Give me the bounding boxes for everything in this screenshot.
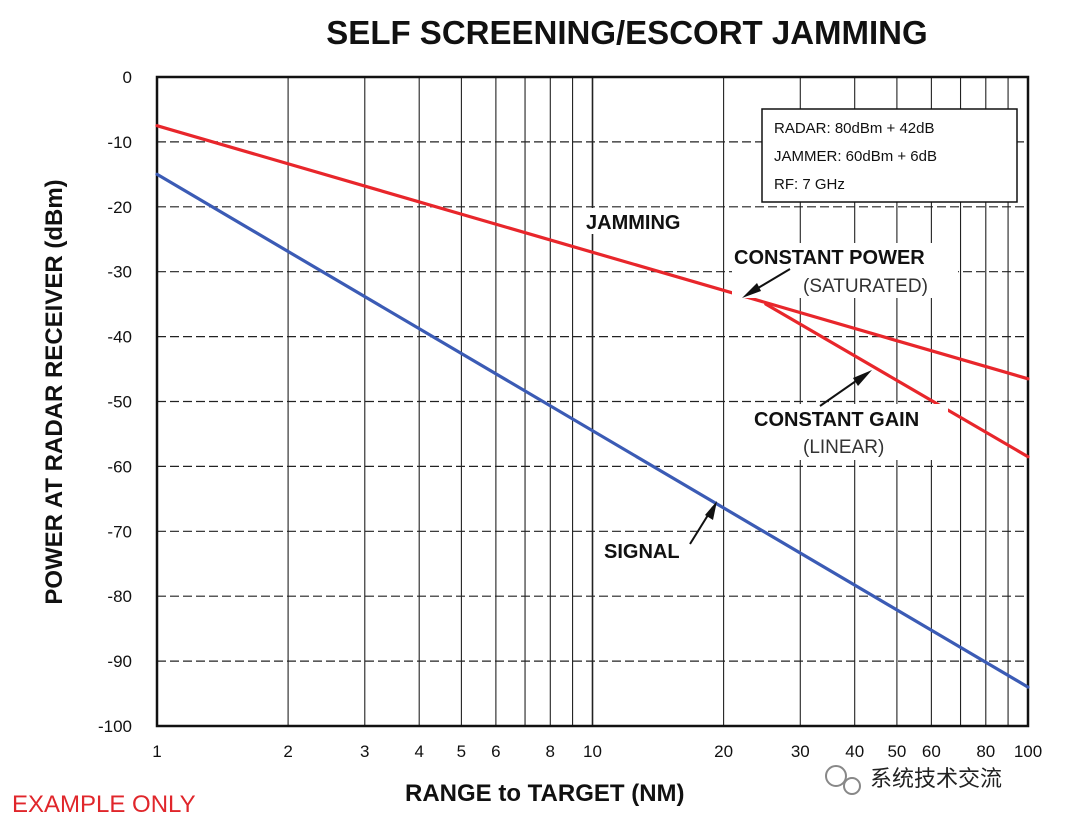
annotation-linear: (LINEAR) <box>803 437 884 458</box>
y-tick-label: -60 <box>107 457 132 476</box>
y-tick-label: -100 <box>98 717 132 736</box>
y-tick-labels: 0 -10 -20 -30 -40 -50 -60 -70 -80 -90 -100 <box>98 68 132 736</box>
x-tick-label: 1 <box>152 742 161 761</box>
y-tick-label: -10 <box>107 133 132 152</box>
x-tick-label: 3 <box>360 742 369 761</box>
arrow-constant-power-head <box>742 283 761 298</box>
y-tick-label: -50 <box>107 393 132 412</box>
y-tick-label: -20 <box>107 198 132 217</box>
y-tick-label: 0 <box>123 68 132 87</box>
x-tick-label: 80 <box>976 742 995 761</box>
y-tick-label: -40 <box>107 328 132 347</box>
y-tick-label: -80 <box>107 587 132 606</box>
example-only-label: EXAMPLE ONLY <box>12 791 196 818</box>
arrow-signal-head <box>705 501 717 520</box>
signal-label-bg <box>602 538 694 564</box>
chart-title: SELF SCREENING/ESCORT JAMMING <box>326 14 927 51</box>
x-tick-labels: 1 2 3 4 5 6 8 10 20 30 40 50 60 80 100 <box>152 742 1042 761</box>
x-tick-label: 30 <box>791 742 810 761</box>
plot-frame <box>155 75 1030 728</box>
x-tick-label: 4 <box>414 742 423 761</box>
watermark-text: 系统技术交流 <box>870 767 1002 792</box>
series-line-constant_gain <box>764 302 1030 459</box>
y-tick-label: -90 <box>107 652 132 671</box>
x-tick-label: 60 <box>922 742 941 761</box>
x-tick-label: 50 <box>887 742 906 761</box>
watermark: 系统技术交流 <box>825 765 1002 795</box>
x-tick-label: 100 <box>1014 742 1042 761</box>
data-series <box>155 124 1030 689</box>
annotation-signal: SIGNAL <box>604 541 680 563</box>
legend-rf: RF: 7 GHz <box>774 176 845 193</box>
jamming-label-bg <box>584 208 692 234</box>
arrow-constant-gain-head <box>853 370 872 386</box>
series-line-signal <box>155 172 1030 689</box>
legend-jammer: JAMMER: 60dBm + 6dB <box>774 148 937 165</box>
annotation-jamming: JAMMING <box>586 212 680 234</box>
watermark-icon-inner <box>843 777 861 795</box>
x-tick-label: 2 <box>283 742 292 761</box>
legend: RADAR: 80dBm + 42dB JAMMER: 60dBm + 6dB … <box>761 108 1018 203</box>
watermark-icon <box>825 765 847 787</box>
legend-box <box>761 108 1018 203</box>
x-tick-label: 20 <box>714 742 733 761</box>
x-tick-label: 8 <box>546 742 555 761</box>
annotation-constant-gain: CONSTANT GAIN <box>754 409 919 431</box>
y-tick-label: -30 <box>107 263 132 282</box>
annotation-constant-power: CONSTANT POWER <box>734 247 925 269</box>
constant-gain-label-bg <box>752 404 948 460</box>
annotation-arrows <box>689 268 872 545</box>
y-tick-label: -70 <box>107 522 132 541</box>
series-line-jamming <box>155 124 1030 381</box>
x-tick-label: 40 <box>845 742 864 761</box>
annotation-saturated: (SATURATED) <box>803 276 928 297</box>
x-tick-label: 5 <box>457 742 466 761</box>
x-tick-label: 6 <box>491 742 500 761</box>
x-tick-label: 10 <box>583 742 602 761</box>
legend-radar: RADAR: 80dBm + 42dB <box>774 120 935 137</box>
y-axis-label: POWER AT RADAR RECEIVER (dBm) <box>41 179 68 604</box>
x-axis-label: RANGE to TARGET (NM) <box>405 780 685 807</box>
constant-power-label-bg <box>732 243 958 298</box>
